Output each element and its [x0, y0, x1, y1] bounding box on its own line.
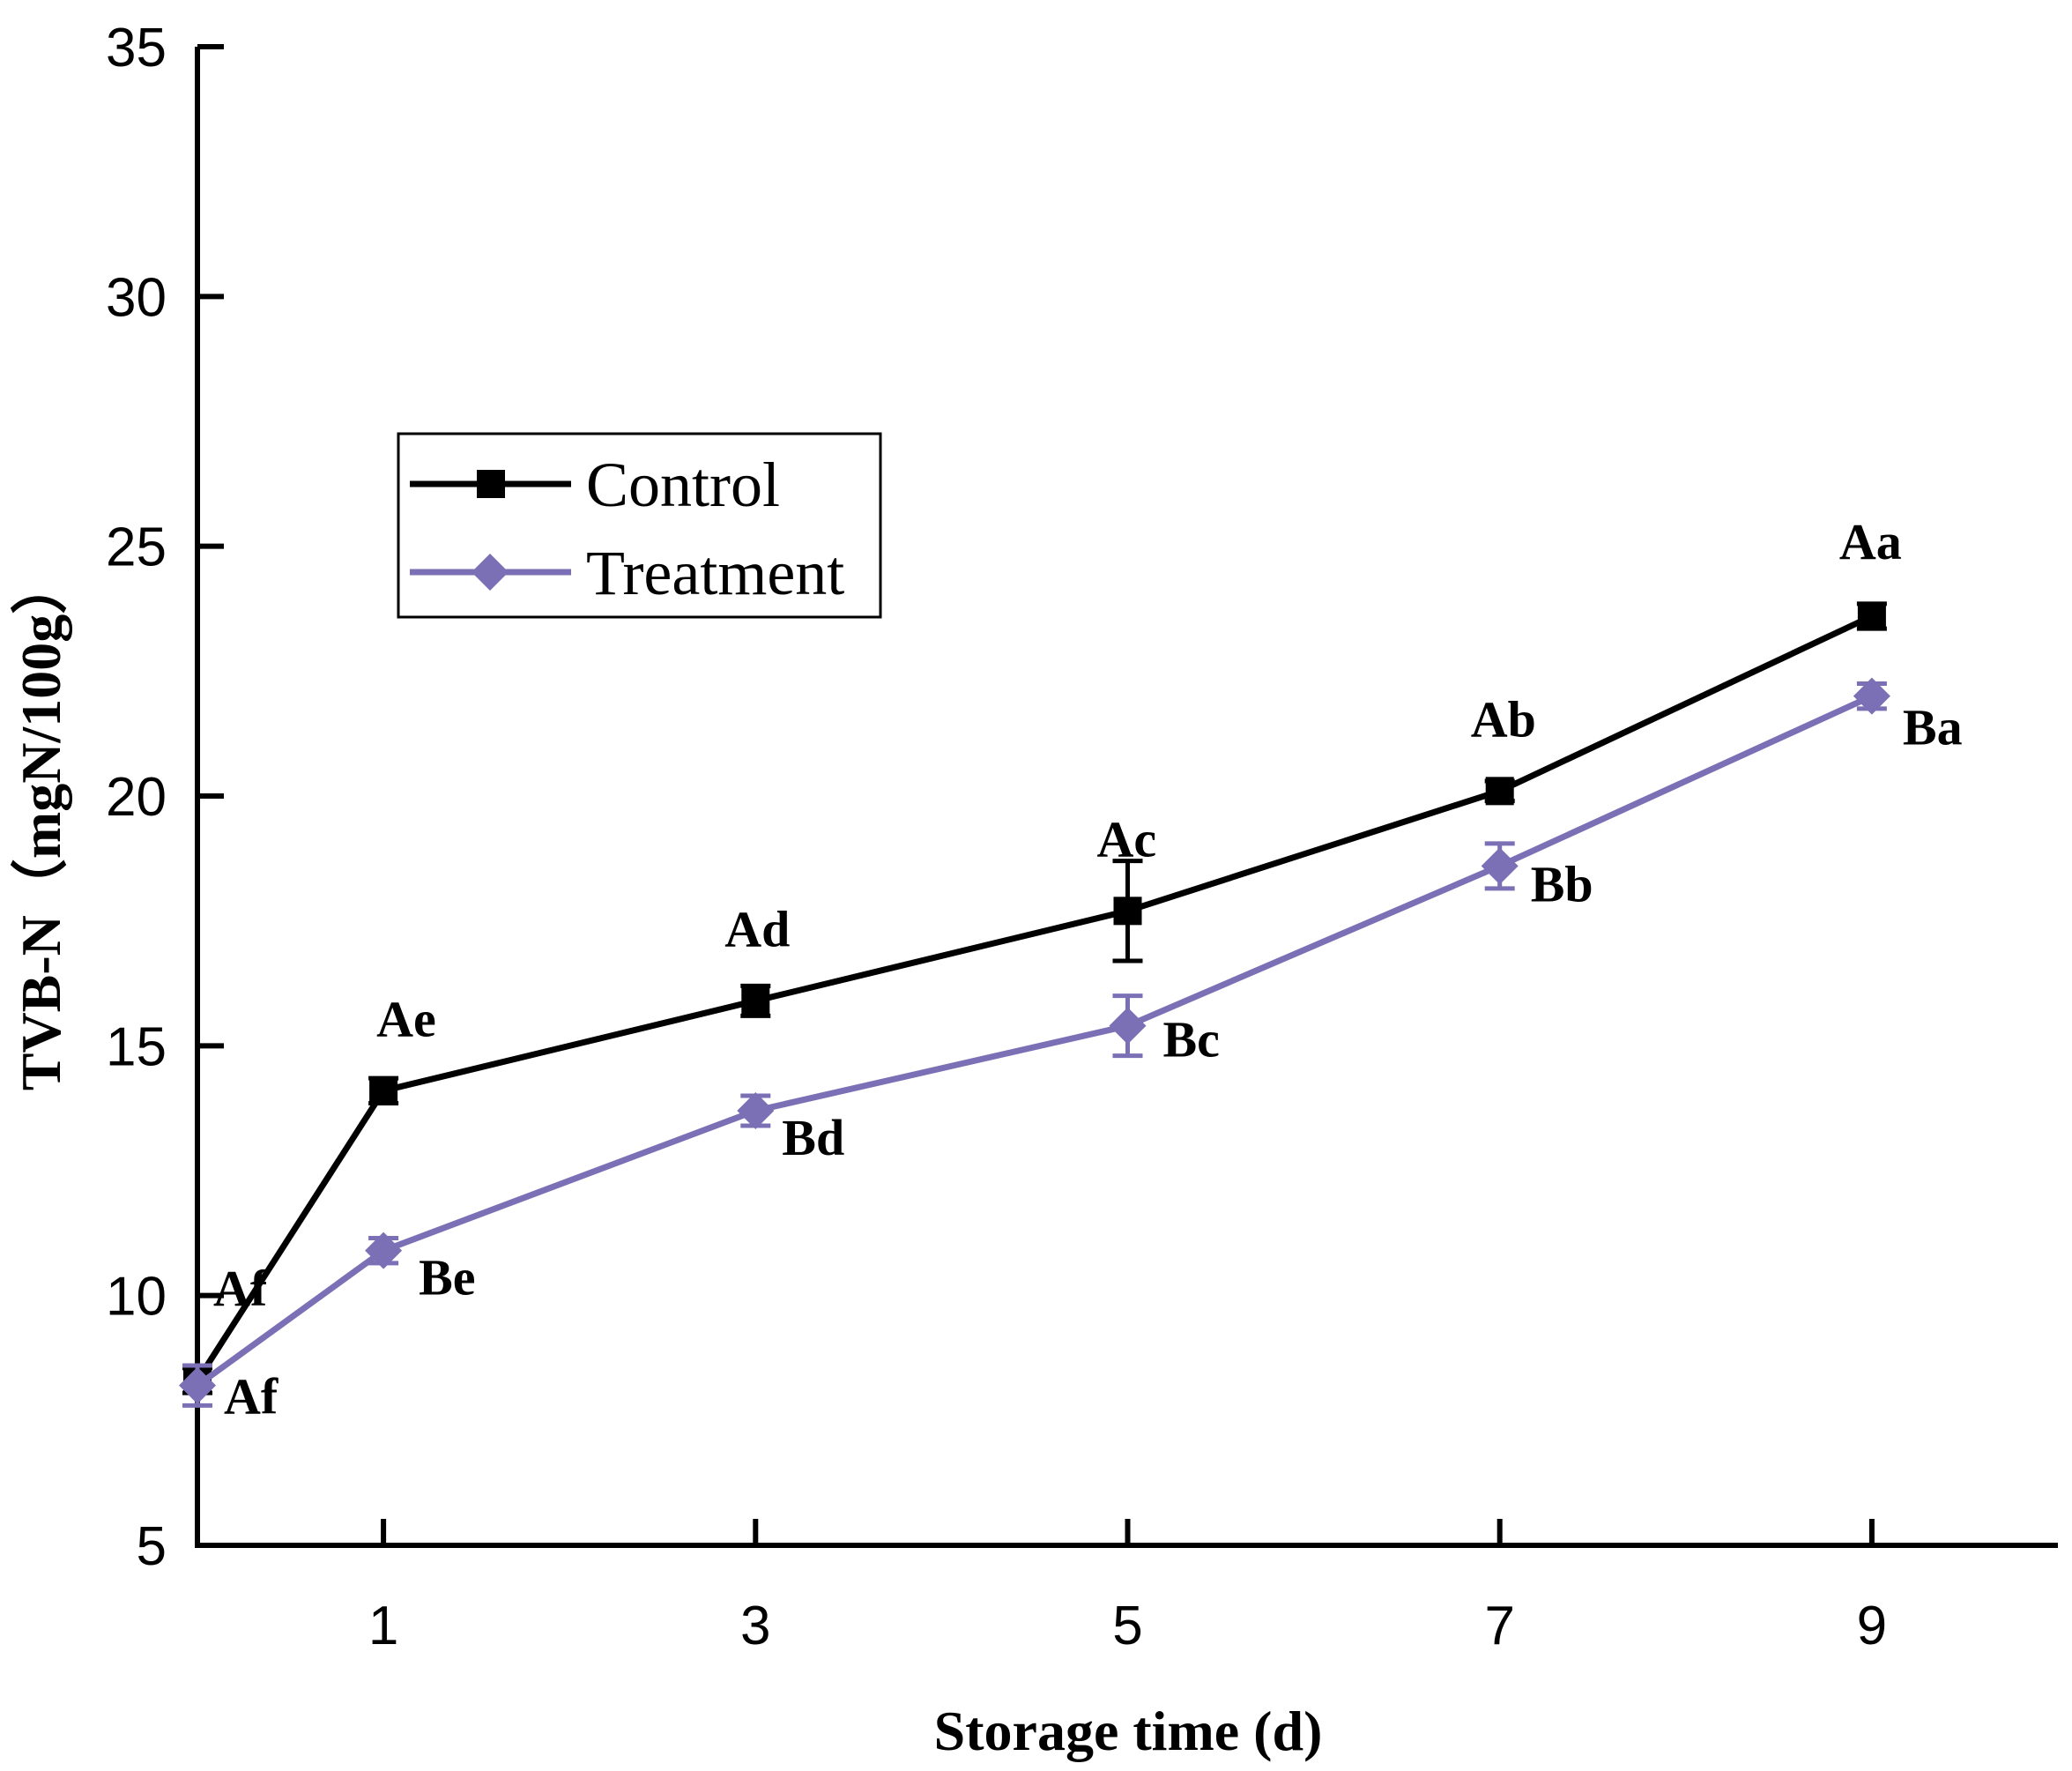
data-label: Be: [419, 1249, 475, 1306]
legend-marker: [477, 470, 505, 498]
x-axis-title: Storage time (d): [934, 1700, 1323, 1762]
data-label: Bd: [782, 1109, 844, 1166]
data-label: Ad: [724, 900, 790, 957]
series-layer: [179, 601, 1890, 1408]
x-tick-label: 9: [1857, 1596, 1887, 1656]
data-label: Af: [213, 1260, 268, 1317]
legend-label: Control: [586, 450, 780, 520]
y-tick-label: 30: [106, 267, 167, 328]
data-point: [1857, 602, 1886, 630]
data-point: [1853, 677, 1890, 715]
x-tick-label: 3: [740, 1596, 770, 1656]
series-line: [195, 693, 1874, 1388]
legend-marker: [472, 554, 509, 591]
data-label: Af: [224, 1368, 278, 1425]
x-tick-label: 7: [1484, 1596, 1514, 1656]
y-tick-label: 25: [106, 517, 167, 578]
data-label: Ba: [1903, 699, 1963, 756]
y-tick-label: 35: [106, 18, 167, 78]
legend: Control Treatment: [397, 432, 882, 619]
y-tick-label: 10: [106, 1267, 167, 1328]
y-axis-title: TVB-N（mgN/100g）: [10, 558, 72, 1090]
data-label: Ae: [376, 990, 436, 1047]
y-tick-label: 5: [137, 1516, 167, 1577]
data-label: Bb: [1531, 855, 1593, 912]
data-point: [737, 1092, 775, 1129]
data-point: [1113, 897, 1142, 926]
data-label: Ab: [1471, 690, 1536, 748]
y-tick-label: 15: [106, 1016, 167, 1077]
data-point: [369, 1076, 398, 1105]
significance-labels: Af Ae Ad Ac Ab Aa Af Be Bd Bc Bb Ba: [213, 513, 1963, 1425]
data-point: [1485, 777, 1514, 806]
series-treatment: [179, 677, 1890, 1408]
data-point: [1109, 1007, 1147, 1045]
data-point: [179, 1366, 216, 1404]
data-point: [1481, 847, 1519, 885]
x-tick-label: 5: [1112, 1596, 1142, 1656]
data-label: Aa: [1839, 513, 1902, 570]
series-control: [182, 601, 1887, 1395]
legend-box: [397, 432, 882, 619]
y-tick-label: 20: [106, 767, 167, 828]
series-line: [195, 613, 1874, 1382]
data-label: Bc: [1163, 1011, 1220, 1068]
x-tick-label: 1: [368, 1596, 398, 1656]
data-point: [741, 986, 770, 1016]
legend-label: Treatment: [586, 538, 844, 608]
data-point: [365, 1232, 403, 1269]
data-label: Ac: [1097, 810, 1157, 867]
